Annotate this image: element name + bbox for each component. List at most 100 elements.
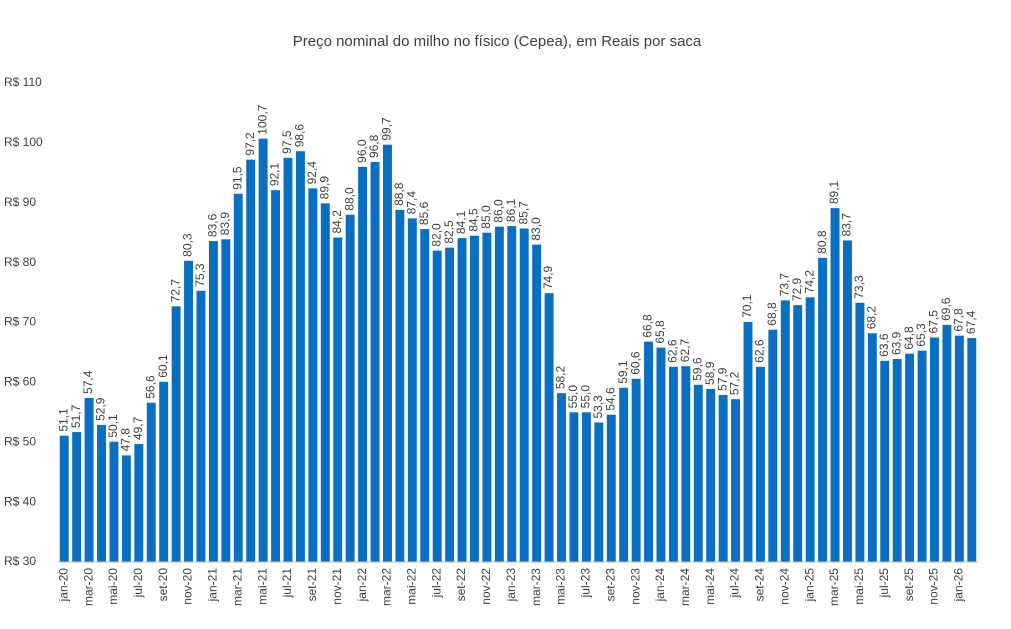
bar <box>544 293 554 562</box>
value-label: 67,8 <box>952 308 966 332</box>
value-label: 47,8 <box>119 428 133 452</box>
x-tick-label: nov-24 <box>777 568 791 605</box>
value-label: 83,7 <box>840 213 854 237</box>
bar <box>954 335 964 562</box>
y-tick-label: R$ 60 <box>4 375 36 389</box>
value-label: 60,1 <box>156 354 170 378</box>
value-label: 64,8 <box>902 326 916 350</box>
value-label: 69,6 <box>939 297 953 321</box>
value-label: 52,9 <box>94 397 108 421</box>
y-tick-label: R$ 90 <box>4 195 36 209</box>
bar <box>271 190 281 562</box>
value-label: 87,4 <box>404 191 418 215</box>
y-tick-label: R$ 50 <box>4 434 36 448</box>
bar <box>581 412 591 562</box>
chart-title: Preço nominal do milho no físico (Cepea)… <box>293 33 702 50</box>
bar <box>407 218 417 562</box>
x-tick-label: nov-25 <box>927 568 941 605</box>
value-label: 57,4 <box>81 370 95 394</box>
value-label: 65,8 <box>653 320 667 344</box>
bar <box>569 412 579 562</box>
x-tick-label: mar-20 <box>81 568 95 606</box>
bar <box>208 241 218 562</box>
value-label: 72,9 <box>790 277 804 301</box>
bar <box>320 203 330 562</box>
value-label: 98,6 <box>293 124 307 148</box>
bar <box>594 422 604 562</box>
bar <box>644 341 654 562</box>
value-label: 51,7 <box>69 404 83 428</box>
bar <box>681 366 691 562</box>
x-tick-label: set-24 <box>753 568 767 602</box>
bar <box>308 188 318 562</box>
bar <box>731 399 741 562</box>
bar <box>246 159 256 562</box>
bar <box>917 350 927 562</box>
bar <box>507 226 517 562</box>
value-label: 100,7 <box>255 104 269 134</box>
bar <box>619 387 629 562</box>
value-label: 84,2 <box>330 210 344 234</box>
bar <box>159 381 169 562</box>
bar <box>930 337 939 562</box>
bar <box>805 297 815 562</box>
value-label: 68,8 <box>765 302 779 326</box>
bar <box>494 226 504 562</box>
bar <box>59 435 69 562</box>
x-tick-label: mar-24 <box>678 568 692 606</box>
value-label: 83,0 <box>529 217 543 241</box>
value-label: 68,2 <box>864 306 878 330</box>
x-tick-label: mar-25 <box>827 568 841 606</box>
bar <box>842 240 852 562</box>
bar <box>557 393 566 562</box>
bar <box>295 151 305 562</box>
bar <box>718 394 728 562</box>
value-label: 83,6 <box>206 213 220 237</box>
x-tick-label: jul-22 <box>429 568 443 599</box>
bar <box>743 321 753 562</box>
value-label: 86,0 <box>492 199 506 223</box>
x-tick-label: jan-23 <box>504 568 518 603</box>
value-label: 53,3 <box>591 395 605 419</box>
value-label: 84,5 <box>467 208 481 232</box>
x-tick-label: jan-25 <box>802 568 816 603</box>
bar <box>855 302 865 562</box>
value-label: 57,2 <box>728 371 742 395</box>
bar <box>445 247 455 562</box>
bar <box>967 338 977 562</box>
x-tick-label: jan-26 <box>952 568 966 603</box>
bar <box>134 444 144 562</box>
x-tick-label: set-21 <box>305 568 319 602</box>
value-label: 85,7 <box>516 201 530 225</box>
x-tick-label: jan-20 <box>56 568 70 603</box>
x-tick-label: jan-24 <box>653 568 667 603</box>
bar <box>97 424 106 562</box>
bar <box>482 232 492 562</box>
value-label: 58,2 <box>554 365 568 389</box>
y-tick-label: R$ 80 <box>4 255 36 269</box>
value-label: 59,6 <box>690 357 704 381</box>
bar <box>72 432 82 562</box>
bar <box>706 388 716 562</box>
bar <box>370 162 380 562</box>
y-tick-label: R$ 30 <box>4 554 36 568</box>
value-label: 63,9 <box>889 331 903 355</box>
value-label: 72,7 <box>168 279 182 303</box>
bar <box>109 441 119 562</box>
value-label: 67,4 <box>964 310 978 334</box>
bar <box>532 244 542 562</box>
bar <box>333 237 343 563</box>
value-label: 60,6 <box>628 351 642 375</box>
value-label: 86,1 <box>504 198 518 222</box>
x-tick-label: jan-21 <box>206 568 220 603</box>
value-label: 89,1 <box>827 180 841 204</box>
bar <box>905 353 915 562</box>
value-label: 99,7 <box>380 117 394 141</box>
bar <box>233 193 243 563</box>
value-label: 56,6 <box>143 375 157 399</box>
value-label: 65,3 <box>914 323 928 347</box>
x-tick-label: jul-21 <box>280 568 294 599</box>
bar <box>755 366 765 562</box>
bar <box>221 239 231 562</box>
x-tick-label: mai-25 <box>852 568 866 605</box>
